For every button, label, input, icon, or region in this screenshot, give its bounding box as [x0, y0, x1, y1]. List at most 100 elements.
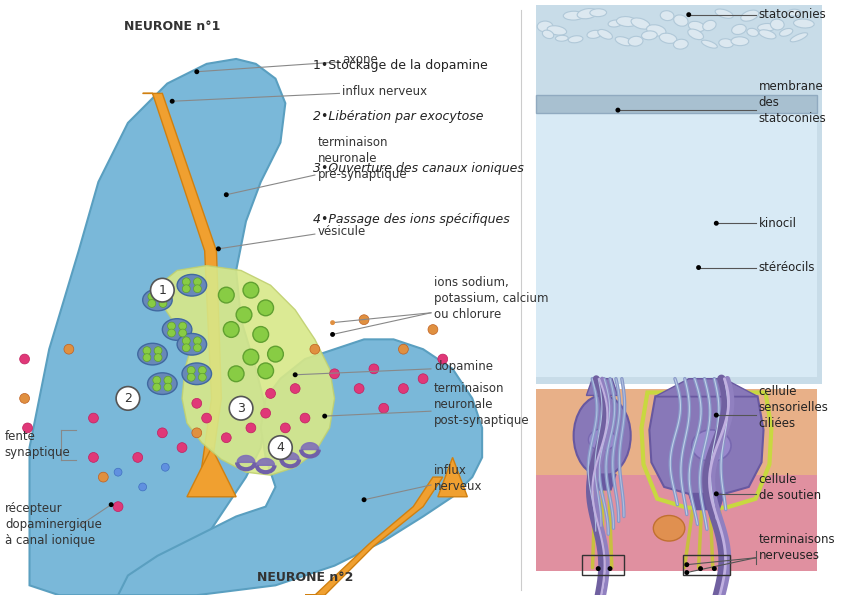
Ellipse shape — [615, 37, 632, 46]
Ellipse shape — [143, 289, 173, 311]
Ellipse shape — [732, 25, 746, 34]
Circle shape — [153, 376, 161, 384]
FancyBboxPatch shape — [536, 475, 817, 571]
Polygon shape — [438, 457, 468, 497]
Text: terminaisons
nerveuses: terminaisons nerveuses — [758, 533, 836, 562]
Ellipse shape — [547, 26, 567, 35]
Circle shape — [187, 373, 196, 381]
Circle shape — [20, 394, 30, 403]
Circle shape — [684, 570, 689, 575]
Circle shape — [162, 463, 169, 471]
Ellipse shape — [162, 319, 192, 340]
Circle shape — [399, 344, 408, 354]
Text: terminaison
neuronale
post-synaptique: terminaison neuronale post-synaptique — [434, 382, 530, 427]
Circle shape — [159, 293, 167, 301]
Circle shape — [139, 483, 146, 491]
Circle shape — [99, 472, 108, 482]
Circle shape — [154, 353, 162, 362]
Ellipse shape — [574, 395, 631, 476]
Text: influx
nerveux: influx nerveux — [434, 464, 483, 493]
Ellipse shape — [542, 30, 553, 38]
Circle shape — [177, 443, 187, 452]
Circle shape — [116, 386, 139, 410]
Ellipse shape — [692, 430, 731, 461]
FancyBboxPatch shape — [536, 5, 822, 383]
Ellipse shape — [715, 9, 734, 19]
Circle shape — [280, 423, 290, 433]
Circle shape — [246, 423, 256, 433]
Ellipse shape — [590, 9, 607, 17]
Polygon shape — [586, 379, 618, 395]
Circle shape — [268, 346, 283, 362]
Ellipse shape — [770, 19, 785, 30]
Circle shape — [698, 566, 703, 571]
Text: dopamine: dopamine — [434, 361, 493, 373]
Ellipse shape — [148, 373, 177, 394]
Text: NEURONE n°1: NEURONE n°1 — [124, 20, 220, 33]
Text: statoconies: statoconies — [758, 8, 826, 21]
Circle shape — [230, 397, 252, 420]
Polygon shape — [688, 494, 724, 509]
Ellipse shape — [701, 40, 717, 48]
Circle shape — [148, 299, 156, 307]
Circle shape — [187, 367, 196, 374]
Circle shape — [218, 287, 234, 303]
Ellipse shape — [138, 343, 167, 365]
FancyBboxPatch shape — [536, 389, 817, 475]
Circle shape — [258, 300, 274, 316]
Ellipse shape — [660, 33, 677, 43]
Ellipse shape — [719, 39, 734, 47]
Circle shape — [369, 364, 379, 374]
Circle shape — [360, 315, 369, 325]
Ellipse shape — [631, 18, 650, 29]
Circle shape — [330, 332, 335, 337]
Text: cellule
sensorielles
ciliées: cellule sensorielles ciliées — [758, 385, 829, 430]
Circle shape — [154, 347, 162, 355]
Circle shape — [428, 325, 438, 334]
Ellipse shape — [577, 8, 598, 19]
Circle shape — [224, 192, 229, 197]
Circle shape — [379, 403, 388, 413]
Ellipse shape — [555, 35, 568, 41]
Circle shape — [714, 221, 719, 226]
Text: axone: axone — [343, 53, 378, 67]
Circle shape — [159, 299, 167, 307]
Ellipse shape — [673, 39, 689, 49]
Ellipse shape — [674, 15, 688, 26]
Text: kinocil: kinocil — [758, 217, 796, 230]
Circle shape — [194, 285, 201, 293]
Circle shape — [23, 423, 32, 433]
Circle shape — [330, 320, 335, 325]
Ellipse shape — [660, 11, 674, 20]
Circle shape — [696, 265, 701, 270]
Circle shape — [133, 452, 143, 463]
Ellipse shape — [787, 9, 801, 16]
Circle shape — [157, 428, 167, 438]
Circle shape — [198, 373, 207, 381]
Circle shape — [615, 107, 620, 113]
Circle shape — [192, 398, 201, 408]
FancyBboxPatch shape — [536, 108, 817, 377]
Polygon shape — [118, 340, 482, 595]
Circle shape — [300, 413, 310, 423]
Text: terminaison
neuronale
pré-synaptique: terminaison neuronale pré-synaptique — [318, 136, 407, 181]
Circle shape — [608, 566, 613, 571]
Circle shape — [714, 491, 719, 496]
Text: cellule
de soutien: cellule de soutien — [758, 473, 821, 502]
Polygon shape — [649, 397, 763, 494]
Polygon shape — [143, 94, 221, 467]
Circle shape — [354, 383, 364, 394]
Circle shape — [164, 383, 172, 391]
Polygon shape — [30, 59, 286, 595]
Ellipse shape — [654, 515, 685, 541]
Text: 3: 3 — [237, 402, 245, 415]
Text: ions sodium,
potassium, calcium
ou chlorure: ions sodium, potassium, calcium ou chlor… — [434, 275, 548, 320]
Circle shape — [322, 413, 327, 419]
Text: NEURONE n°2: NEURONE n°2 — [257, 571, 354, 584]
Text: fente
synaptique: fente synaptique — [5, 430, 71, 459]
Text: 2: 2 — [124, 392, 132, 405]
Ellipse shape — [747, 28, 758, 37]
Circle shape — [269, 436, 292, 460]
Circle shape — [292, 373, 298, 377]
Polygon shape — [257, 458, 275, 465]
